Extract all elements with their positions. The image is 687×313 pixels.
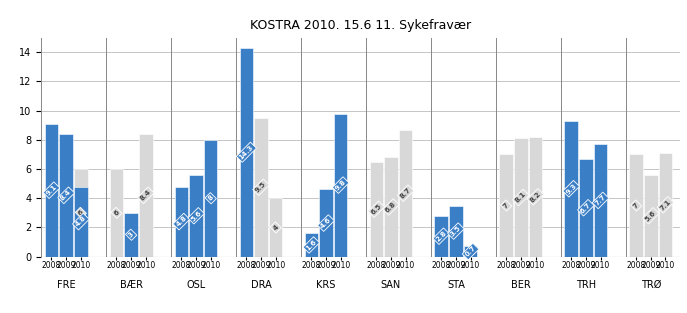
Text: 8.4: 8.4 — [60, 189, 73, 202]
Bar — [45, 124, 58, 257]
Bar — [334, 114, 348, 257]
Bar — [529, 137, 542, 257]
Text: 6.7: 6.7 — [579, 201, 592, 214]
Text: 8.2: 8.2 — [529, 190, 542, 203]
Text: 8.7: 8.7 — [399, 187, 412, 200]
Text: 4: 4 — [272, 223, 280, 231]
Bar — [110, 169, 123, 257]
Text: 5.6: 5.6 — [190, 209, 203, 222]
Text: 7: 7 — [502, 202, 510, 209]
Text: 8: 8 — [207, 194, 214, 202]
Text: 6: 6 — [113, 209, 120, 217]
Text: BER: BER — [511, 280, 531, 290]
Bar — [319, 189, 333, 257]
Bar — [269, 198, 282, 257]
Text: 4.8: 4.8 — [174, 215, 188, 228]
Text: 1.6: 1.6 — [305, 239, 318, 251]
Text: 4.8: 4.8 — [74, 215, 87, 228]
Text: 5.6: 5.6 — [644, 209, 657, 222]
Bar — [304, 233, 318, 257]
Text: 9.3: 9.3 — [565, 182, 578, 195]
Text: 7.7: 7.7 — [594, 194, 607, 207]
Text: 9.5: 9.5 — [255, 181, 267, 194]
Text: 0.7: 0.7 — [464, 245, 477, 258]
Text: 8.4: 8.4 — [139, 189, 153, 202]
Text: TRØ: TRØ — [640, 280, 661, 290]
Text: 2.8: 2.8 — [435, 230, 448, 243]
Bar — [499, 154, 513, 257]
Text: BÆR: BÆR — [120, 280, 143, 290]
Bar — [74, 187, 87, 257]
Text: 14.3: 14.3 — [238, 144, 255, 161]
Bar — [204, 140, 218, 257]
Bar — [644, 175, 657, 257]
Bar — [240, 48, 253, 257]
Text: 6.5: 6.5 — [370, 203, 383, 216]
Bar — [579, 159, 593, 257]
Bar — [190, 175, 203, 257]
Text: 7.1: 7.1 — [659, 198, 672, 211]
Bar — [174, 187, 188, 257]
Text: 7: 7 — [632, 202, 640, 209]
Bar — [449, 206, 462, 257]
Bar — [74, 169, 87, 257]
Bar — [594, 144, 607, 257]
Text: 3.5: 3.5 — [449, 225, 462, 238]
Bar — [370, 162, 383, 257]
Text: STA: STA — [447, 280, 465, 290]
Bar — [59, 134, 73, 257]
Text: SAN: SAN — [381, 280, 401, 290]
Text: 4.6: 4.6 — [319, 217, 333, 230]
Text: 6: 6 — [77, 209, 85, 217]
Bar — [434, 216, 448, 257]
Text: 9.8: 9.8 — [334, 178, 347, 192]
Bar — [464, 246, 477, 257]
Bar — [565, 121, 578, 257]
Text: 6.8: 6.8 — [385, 201, 398, 213]
Bar — [254, 118, 268, 257]
Text: 8.1: 8.1 — [515, 191, 528, 204]
Bar — [124, 213, 138, 257]
Text: OSL: OSL — [186, 280, 205, 290]
Bar — [384, 157, 398, 257]
Text: FRE: FRE — [57, 280, 76, 290]
Text: 9.1: 9.1 — [45, 184, 58, 197]
Text: 3: 3 — [127, 231, 135, 239]
Bar — [139, 134, 153, 257]
Text: TRH: TRH — [576, 280, 596, 290]
Title: KOSTRA 2010. 15.6 11. Sykefravær: KOSTRA 2010. 15.6 11. Sykefravær — [250, 19, 471, 32]
Text: KRS: KRS — [316, 280, 336, 290]
Bar — [399, 130, 412, 257]
Bar — [659, 153, 672, 257]
Bar — [629, 154, 643, 257]
Bar — [514, 138, 528, 257]
Text: DRA: DRA — [251, 280, 271, 290]
